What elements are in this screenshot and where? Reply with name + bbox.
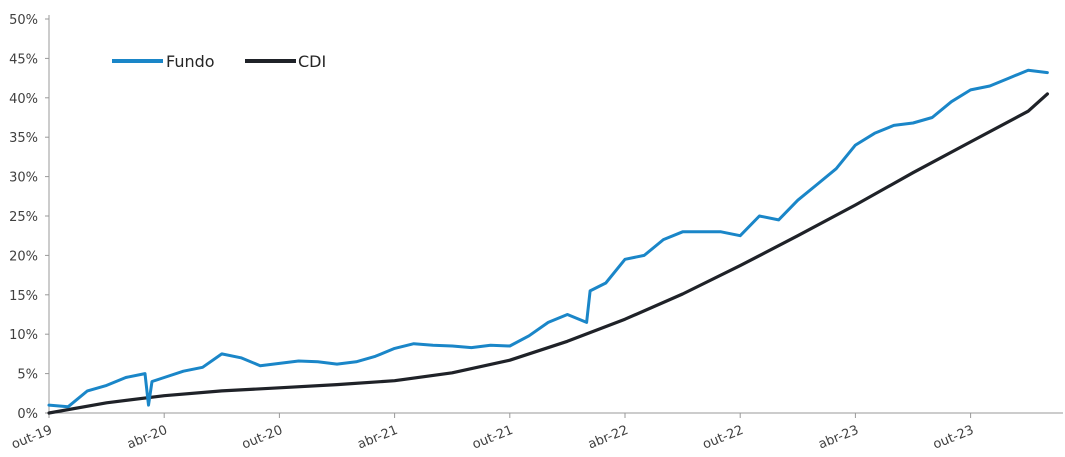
legend-item-fundo[interactable]: Fundo: [112, 52, 215, 71]
x-tick-label: out-19: [9, 423, 54, 453]
legend-label-cdi: CDI: [298, 52, 326, 71]
y-tick-label: 15%: [9, 289, 38, 304]
y-axis: 0% 5% 10% 15% 20% 25% 30% 35% 40% 45% 50%: [9, 13, 50, 422]
x-tick-label: out-20: [240, 423, 285, 453]
y-tick-label: 30%: [9, 171, 38, 186]
series-line-fundo[interactable]: [47, 68, 1049, 409]
x-axis: out-19 abr-20 out-20 abr-21 out-21 abr-22 out-…: [9, 412, 1063, 453]
y-tick-label: 5%: [17, 368, 38, 383]
legend-item-cdi[interactable]: CDI: [245, 52, 326, 71]
y-tick-label: 25%: [9, 210, 38, 225]
x-tick-label: abr-23: [816, 423, 861, 453]
legend: Fundo CDI: [112, 52, 326, 71]
y-tick-label: 0%: [17, 407, 38, 422]
x-tick-label: abr-21: [356, 423, 401, 453]
y-tick-label: 20%: [9, 249, 38, 264]
y-tick-label: 45%: [9, 52, 38, 67]
y-tick-label: 10%: [9, 328, 38, 343]
series-line-cdi[interactable]: [47, 92, 1049, 415]
x-tick-label: abr-22: [586, 423, 631, 453]
y-tick-label: 35%: [9, 131, 38, 146]
x-tick-label: abr-20: [125, 423, 170, 453]
x-tick-label: out-23: [931, 423, 976, 453]
y-tick-label: 40%: [9, 92, 38, 107]
y-tick-label: 50%: [9, 13, 38, 28]
x-tick-label: out-22: [701, 423, 746, 453]
x-tick-label: out-21: [470, 423, 515, 453]
series-layer: [47, 68, 1049, 415]
legend-label-fundo: Fundo: [166, 52, 215, 71]
